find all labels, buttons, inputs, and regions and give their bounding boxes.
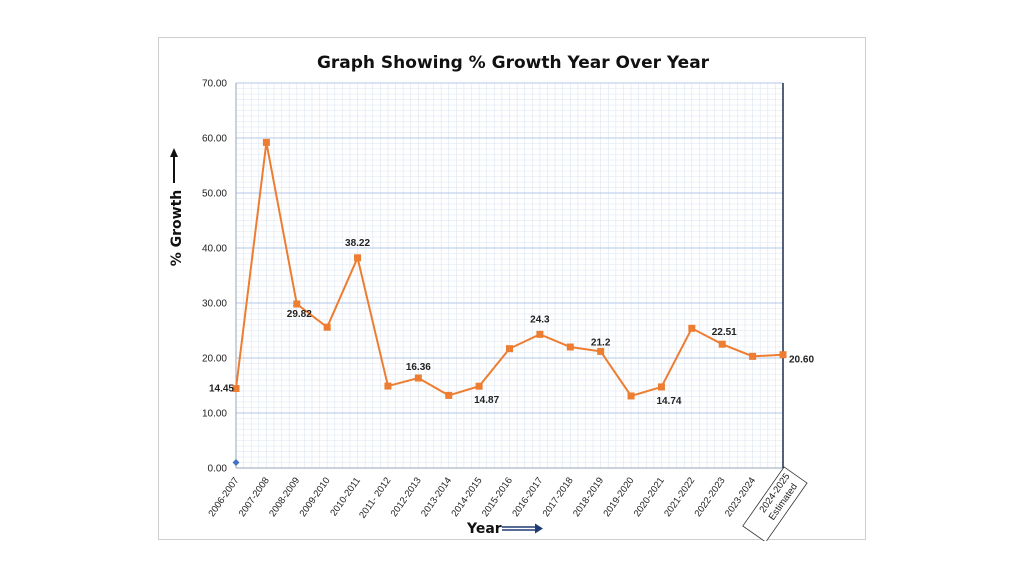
data-label: 14.87 [474,395,499,406]
y-tick-label: 20.00 [202,354,227,365]
data-point [384,382,392,390]
y-axis-title: % Growth [169,190,185,267]
chart-title: Graph Showing % Growth Year Over Year [317,53,710,73]
data-label: 38.22 [345,238,370,249]
data-point [566,343,574,351]
data-label: 21.2 [591,337,611,348]
y-tick-label: 10.00 [202,409,227,420]
data-label: 29.82 [287,309,312,320]
data-labels: 14.45 29.82 38.22 16.36 14.87 24.3 21.2 14.74 22… [209,238,814,407]
y-arrow-head [170,148,178,157]
data-label: 14.74 [656,396,681,407]
data-point [688,324,696,332]
data-label: 20.60 [789,355,814,366]
x-axis-arrow [502,523,543,534]
data-point [323,323,331,331]
data-point [293,300,301,308]
y-tick-label: 70.00 [202,79,227,90]
y-axis-title-group: % Growth [169,190,185,267]
data-point [506,345,513,353]
data-point [354,254,362,262]
data-point [597,347,605,355]
data-point [749,352,757,360]
data-point [657,383,665,391]
data-label: 22.51 [712,327,737,338]
axes [235,83,784,469]
data-point [232,385,240,393]
y-tick-label: 60.00 [202,134,227,145]
line-chart: Graph Showing % Growth Year Over Year 0.… [169,53,814,541]
blue-marker [232,459,240,466]
y-tick-label: 50.00 [202,189,227,200]
x-axis-title: Year [466,521,502,537]
data-label: 16.36 [406,362,431,373]
data-label: 14.45 [209,384,234,395]
grid [235,82,784,469]
y-axis-arrow [170,148,178,183]
data-point [475,382,483,390]
y-tick-label: 0.00 [208,464,228,475]
data-point [536,330,544,338]
x-arrow-head [535,523,543,534]
data-point [262,138,270,146]
data-point [445,391,453,399]
data-point [779,351,787,359]
data-point [414,374,422,382]
data-point [718,340,726,348]
chart-frame: Graph Showing % Growth Year Over Year 0.… [158,37,866,541]
data-label: 24.3 [530,314,550,325]
series-layer [232,138,787,466]
y-tick-label: 40.00 [202,244,227,255]
data-point [627,392,635,400]
y-tick-label: 30.00 [202,299,227,310]
estimated-box [742,466,808,541]
y-tick-labels: 0.00 10.00 20.00 30.00 40.00 50.00 60.00 70.00 [202,79,227,475]
